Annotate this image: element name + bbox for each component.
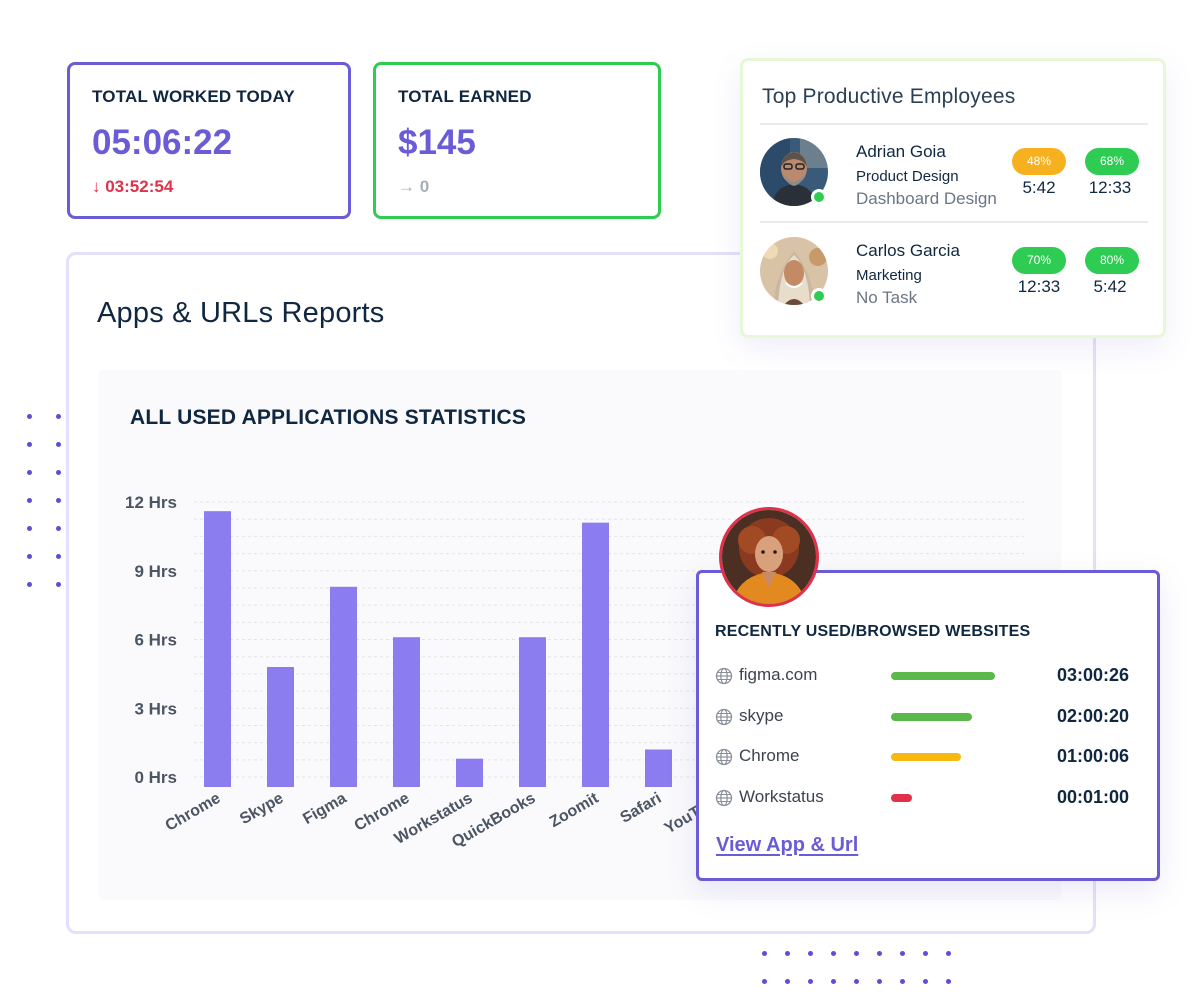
bar-safari [645, 749, 672, 787]
y-tick-label: 9 Hrs [134, 562, 177, 581]
usage-bar [891, 713, 972, 721]
globe-icon [715, 667, 733, 685]
websites-title: RECENTLY USED/BROWSED WEBSITES [715, 623, 1031, 640]
productivity-badge: 80% [1085, 247, 1139, 274]
reports-title: Apps & URLs Reports [97, 297, 385, 329]
website-name: skype [739, 706, 784, 725]
employees-title: Top Productive Employees [762, 85, 1016, 108]
usage-bar [891, 672, 995, 680]
divider [760, 221, 1148, 223]
bar-zoomit [582, 522, 609, 787]
website-row[interactable]: Workstatus 00:01:00 [715, 785, 1135, 811]
total-worked-today-card: TOTAL WORKED TODAY 05:06:22 ↓ 03:52:54 [67, 62, 351, 219]
website-time: 01:00:06 [1056, 746, 1129, 766]
avatar [760, 237, 828, 305]
view-app-url-link[interactable]: View App & Url [716, 834, 859, 856]
time-value: 12:33 [1088, 178, 1132, 197]
website-name: Workstatus [739, 787, 824, 806]
online-status-dot [811, 288, 827, 304]
bar-chrome [393, 637, 420, 787]
chart-title: ALL USED APPLICATIONS STATISTICS [130, 406, 527, 429]
employee-task: Dashboard Design [856, 189, 997, 208]
employee-task: No Task [856, 288, 918, 307]
website-name: Chrome [739, 746, 800, 765]
y-tick-label: 0 Hrs [134, 768, 177, 787]
time-value: 12:33 [1017, 277, 1061, 296]
x-tick-label: Zoomit [547, 789, 602, 831]
bar-skype [267, 667, 294, 787]
divider [760, 123, 1148, 125]
avatar [719, 507, 819, 607]
website-time: 03:00:26 [1056, 665, 1129, 685]
time-value: 5:42 [1022, 178, 1056, 197]
bar-workstatus [456, 758, 483, 787]
online-status-dot [811, 189, 827, 205]
x-tick-label: Figma [300, 790, 349, 828]
top-productive-employees-card: Top Productive Employees Adrian Goia Pro… [740, 58, 1166, 338]
recent-websites-card: RECENTLY USED/BROWSED WEBSITES figma.com… [696, 570, 1160, 881]
x-tick-label: Skype [237, 790, 286, 828]
bar-chrome [204, 511, 231, 787]
bar-figma [330, 586, 357, 787]
bar-quickbooks [519, 637, 546, 787]
total-earned-value: $145 [398, 123, 476, 162]
usage-bar [891, 753, 961, 761]
total-earned-delta: → 0 [398, 177, 430, 196]
globe-icon [715, 708, 733, 726]
decorative-dots-left [27, 414, 61, 587]
globe-icon [715, 748, 733, 766]
productivity-badge: 48% [1012, 148, 1066, 175]
employee-row[interactable]: Carlos Garcia Marketing No Task 70% 12:3… [760, 237, 1150, 317]
employee-name: Carlos Garcia [856, 241, 960, 260]
time-value: 5:42 [1093, 277, 1127, 296]
employee-department: Marketing [856, 267, 922, 284]
y-tick-label: 6 Hrs [134, 631, 177, 650]
employee-row[interactable]: Adrian Goia Product Design Dashboard Des… [760, 138, 1150, 218]
website-row[interactable]: figma.com 03:00:26 [715, 663, 1135, 689]
decorative-dots-bottom [762, 951, 951, 984]
productivity-badge: 70% [1012, 247, 1066, 274]
employee-name: Adrian Goia [856, 142, 946, 161]
website-time: 02:00:20 [1056, 706, 1129, 726]
website-row[interactable]: Chrome 01:00:06 [715, 744, 1135, 770]
website-row[interactable]: skype 02:00:20 [715, 704, 1135, 730]
globe-icon [715, 789, 733, 807]
total-earned-label: TOTAL EARNED [398, 87, 532, 106]
employee-department: Product Design [856, 168, 959, 185]
total-worked-label: TOTAL WORKED TODAY [92, 87, 295, 106]
usage-bar [891, 794, 912, 802]
total-earned-card: TOTAL EARNED $145 → 0 [373, 62, 661, 219]
website-name: figma.com [739, 665, 818, 684]
productivity-badge: 68% [1085, 148, 1139, 175]
y-tick-label: 3 Hrs [134, 699, 177, 718]
website-time: 00:01:00 [1056, 787, 1129, 807]
y-tick-label: 12 Hrs [125, 493, 177, 512]
x-tick-label: Chrome [163, 790, 224, 835]
total-worked-value: 05:06:22 [92, 123, 233, 162]
x-tick-label: Safari [617, 790, 664, 827]
total-worked-delta: ↓ 03:52:54 [92, 177, 174, 196]
